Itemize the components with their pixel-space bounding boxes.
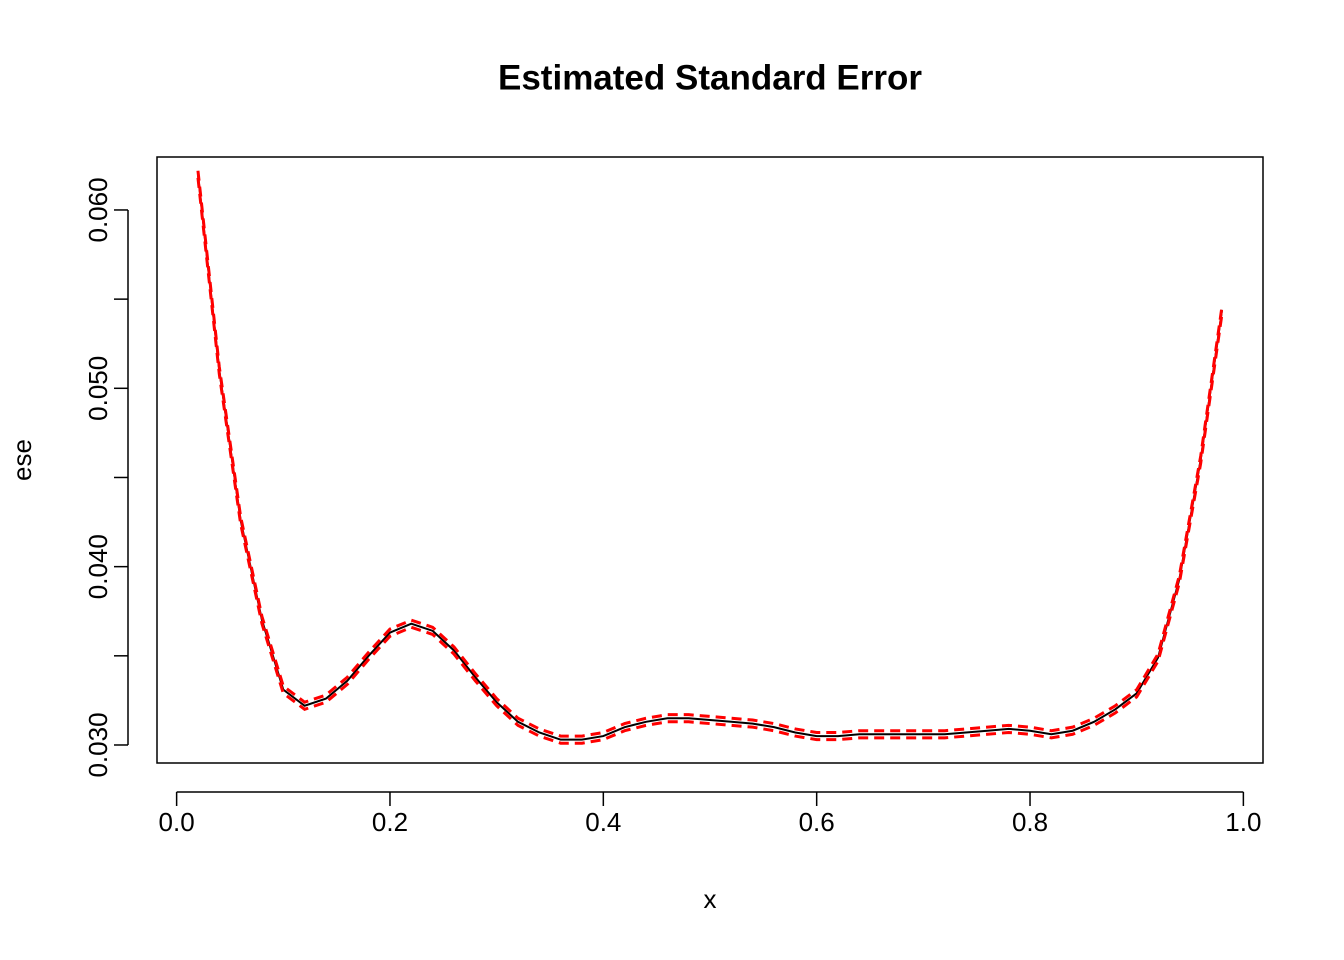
- x-tick-label: 1.0: [1225, 807, 1261, 837]
- series-line: [196, 174, 1224, 741]
- series-line: [196, 170, 1224, 738]
- plot-frame: [156, 156, 1264, 764]
- chart-title: Estimated Standard Error: [498, 58, 922, 97]
- y-axis-label: ese: [7, 439, 37, 481]
- x-tick-label: 0.0: [159, 807, 195, 837]
- x-tick-label: 0.4: [585, 807, 621, 837]
- y-tick-label: 0.040: [83, 534, 113, 599]
- x-axis-label: x: [704, 884, 717, 914]
- x-tick-label: 0.2: [372, 807, 408, 837]
- x-tick-label: 0.6: [799, 807, 835, 837]
- y-tick-label: 0.050: [83, 356, 113, 421]
- series-line: [196, 177, 1224, 745]
- y-tick-label: 0.030: [83, 712, 113, 777]
- y-tick-label: 0.060: [83, 177, 113, 242]
- x-tick-label: 0.8: [1012, 807, 1048, 837]
